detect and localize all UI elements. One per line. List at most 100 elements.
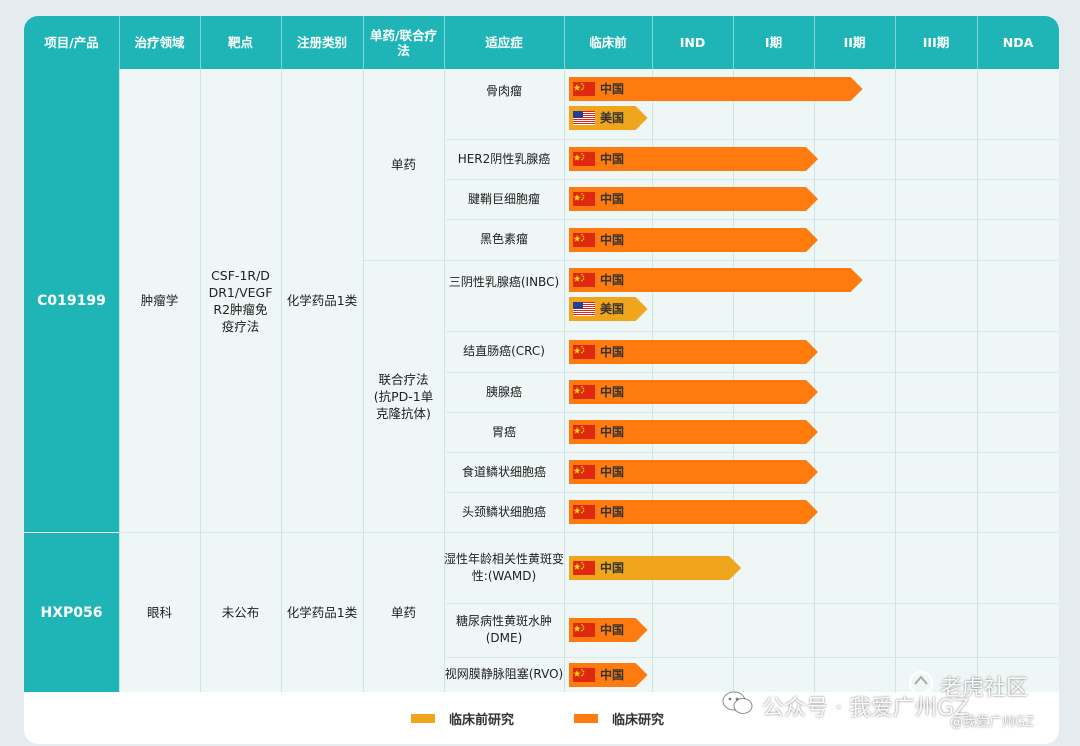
therapy-type: 单药 bbox=[390, 157, 416, 172]
grid-hline bbox=[444, 412, 1059, 413]
grid-hline bbox=[444, 452, 1059, 453]
grid-vline bbox=[444, 69, 445, 692]
target: 未公布 bbox=[221, 605, 260, 620]
indication-name: 食道鳞状细胞癌 bbox=[461, 464, 546, 479]
header-separator bbox=[444, 16, 445, 69]
grid-hline bbox=[444, 139, 1059, 140]
bar-clinical: 中国 bbox=[569, 187, 819, 211]
header-area: 治疗领域 bbox=[134, 35, 185, 50]
bar-clinical: 中国 bbox=[569, 340, 819, 364]
bar-shape bbox=[569, 147, 819, 171]
bar-shape bbox=[569, 77, 863, 101]
cn-flag-icon bbox=[573, 192, 595, 206]
indication-name: 腱鞘巨细胞瘤 bbox=[467, 191, 540, 206]
bar-country-label: 中国 bbox=[600, 273, 625, 287]
bar-country-label: 中国 bbox=[600, 345, 625, 359]
bar-country-label: 中国 bbox=[600, 233, 625, 247]
legend-label-preclinical: 临床前研究 bbox=[449, 713, 515, 728]
bar-shape bbox=[569, 500, 819, 524]
target: CSF-1R/DDR1/VEGFR2肿瘤免疫疗法 bbox=[208, 267, 273, 334]
header-separator bbox=[652, 16, 653, 69]
bar-shape bbox=[569, 268, 863, 292]
bar-clinical: 中国 bbox=[569, 147, 819, 171]
header-separator bbox=[895, 16, 896, 69]
grid-hline bbox=[363, 260, 444, 261]
therapeutic-area: 眼科 bbox=[146, 605, 172, 620]
cn-flag-icon bbox=[573, 273, 595, 287]
bar-country-label: 中国 bbox=[600, 668, 625, 682]
bar-clinical: 中国 bbox=[569, 77, 863, 101]
bar-preclinical: 美国 bbox=[569, 297, 648, 321]
header-separator bbox=[119, 16, 120, 69]
header-target: 靶点 bbox=[227, 35, 253, 50]
header-registration: 注册类别 bbox=[296, 35, 347, 50]
cn-flag-icon bbox=[573, 668, 595, 682]
header-separator bbox=[363, 16, 364, 69]
bar-clinical: 中国 bbox=[569, 500, 819, 524]
bar-shape bbox=[569, 460, 819, 484]
grid-hline bbox=[444, 179, 1059, 180]
header-separator bbox=[281, 16, 282, 69]
indication-name: 头颈鳞状细胞癌 bbox=[461, 504, 546, 519]
bar-preclinical: 美国 bbox=[569, 106, 648, 130]
grid-hline bbox=[444, 492, 1059, 493]
grid-hline bbox=[444, 219, 1059, 220]
grid-hline bbox=[119, 532, 1059, 533]
bar-country-label: 中国 bbox=[600, 192, 625, 206]
therapeutic-area: 肿瘤学 bbox=[140, 293, 179, 308]
bar-shape bbox=[569, 340, 819, 364]
header-phase3: III期 bbox=[922, 35, 950, 50]
bar-country-label: 中国 bbox=[600, 505, 625, 519]
indication-name: 胰腺癌 bbox=[485, 384, 522, 399]
product-divider bbox=[24, 532, 119, 533]
grid-vline bbox=[281, 69, 282, 692]
grid-vline bbox=[200, 69, 201, 692]
cn-flag-icon bbox=[573, 623, 595, 637]
header-separator bbox=[977, 16, 978, 69]
grid-vline bbox=[363, 69, 364, 692]
brand-logo-icon bbox=[906, 668, 936, 698]
cn-flag-icon bbox=[573, 561, 595, 575]
product-name: C019199 bbox=[24, 69, 119, 532]
indication-name: 糖尿病性黄斑水肿(DME) bbox=[455, 614, 552, 645]
cn-flag-icon bbox=[573, 385, 595, 399]
bar-shape bbox=[569, 420, 819, 444]
bar-country-label: 中国 bbox=[600, 561, 625, 575]
product-name: HXP056 bbox=[24, 533, 119, 692]
header-phase2: II期 bbox=[843, 35, 866, 50]
indication-name: 黑色素瘤 bbox=[479, 232, 528, 246]
bar-country-label: 美国 bbox=[600, 111, 625, 125]
header-preclinical: 临床前 bbox=[589, 35, 627, 50]
grid-vline bbox=[814, 69, 815, 692]
bar-shape bbox=[569, 228, 819, 252]
cn-flag-icon bbox=[573, 152, 595, 166]
indication-name: 三阴性乳腺癌(INBC) bbox=[448, 275, 560, 289]
bar-clinical: 中国 bbox=[569, 420, 819, 444]
header-phase1: I期 bbox=[764, 35, 783, 50]
cn-flag-icon bbox=[573, 233, 595, 247]
header-separator bbox=[733, 16, 734, 69]
header-therapy: 单药/联合疗法 bbox=[369, 27, 438, 58]
bar-country-label: 中国 bbox=[600, 152, 625, 166]
header-nda: NDA bbox=[1002, 35, 1034, 50]
cn-flag-icon bbox=[573, 345, 595, 359]
grid-hline bbox=[444, 657, 1059, 658]
header-separator bbox=[814, 16, 815, 69]
watermark-brand: 老虎社区 bbox=[940, 676, 1029, 701]
indication-name: 湿性年龄相关性黄斑变性:(WAMD) bbox=[444, 551, 565, 583]
grid-vline bbox=[119, 69, 120, 692]
bar-clinical: 中国 bbox=[569, 228, 819, 252]
header-separator bbox=[200, 16, 201, 69]
wechat-icon bbox=[722, 691, 754, 715]
pipeline-card: 项目/产品 治疗领域 靶点 注册类别 单药/联合疗法 适应症 临床前 IND I期 II期 III期… bbox=[24, 16, 1059, 744]
legend-label-clinical: 临床研究 bbox=[612, 713, 665, 728]
bar-clinical: 中国 bbox=[569, 380, 819, 404]
bar-country-label: 中国 bbox=[600, 425, 625, 439]
cn-flag-icon bbox=[573, 425, 595, 439]
grid-vline bbox=[895, 69, 896, 692]
cn-flag-icon bbox=[573, 465, 595, 479]
grid-hline bbox=[444, 603, 1059, 604]
grid-hline bbox=[444, 260, 1059, 261]
cn-flag-icon bbox=[573, 505, 595, 519]
bar-shape bbox=[569, 380, 819, 404]
